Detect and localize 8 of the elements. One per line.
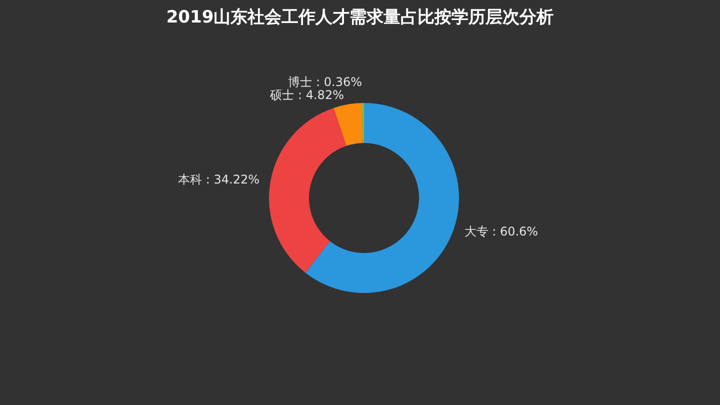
slice-label: 大专 : 60.6%: [464, 224, 538, 238]
donut-slice: [269, 108, 346, 273]
donut-slice: [305, 103, 459, 293]
slice-label: 硕士 : 4.82%: [269, 88, 344, 102]
slice-label: 博士 : 0.36%: [288, 74, 362, 89]
slice-label: 本科 : 34.22%: [178, 172, 260, 187]
chart-title: 2019山东社会工作人才需求量占比按学历层次分析: [166, 8, 554, 28]
donut-slice: [334, 103, 363, 146]
